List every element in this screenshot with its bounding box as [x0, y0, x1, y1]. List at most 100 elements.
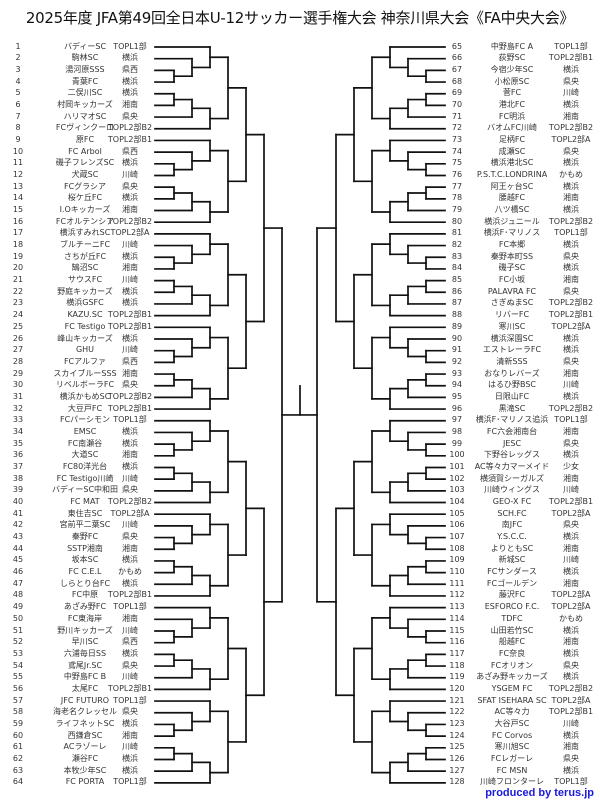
team-name: FC MSN — [496, 765, 528, 775]
seed-number: 108 — [449, 543, 465, 553]
seed-number: 82 — [451, 240, 463, 250]
seed-number: 35 — [12, 438, 24, 448]
team-league: TOPL2部A — [551, 590, 591, 600]
team-league: 川崎 — [122, 169, 138, 179]
team-league: 横浜 — [563, 648, 579, 658]
team-league: TOPL1部 — [113, 695, 147, 705]
team-league: 横浜 — [563, 263, 579, 273]
seed-number: 73 — [451, 134, 463, 144]
team-name: ブルチーニFC — [59, 240, 111, 250]
team-name: 新城SC — [498, 555, 526, 565]
team-league: 川崎 — [563, 555, 579, 565]
seed-number: 119 — [449, 672, 465, 682]
team-league: TOPL2部B2 — [548, 298, 594, 308]
team-name: 大谷戸SC — [494, 718, 530, 728]
team-league: 県央 — [563, 520, 579, 530]
team-league: 横浜 — [122, 76, 138, 86]
team-name: バディーSC中和田 — [51, 485, 119, 495]
seed-number: 112 — [449, 590, 465, 600]
seed-number: 77 — [451, 181, 463, 191]
team-name: 海老名クレッセル — [53, 707, 117, 717]
team-name: 横浜F･マリノス — [483, 228, 541, 238]
team-name: ACラゾーレ — [63, 742, 107, 752]
team-name: 峰山キッカーズ — [57, 333, 113, 343]
team-name: FC C.E.L — [68, 567, 102, 577]
team-name: FCサンダース — [487, 567, 537, 577]
team-name: 青葉FC — [71, 76, 99, 86]
team-name: よりともSC — [490, 543, 534, 553]
seed-number: 21 — [12, 275, 24, 285]
team-name: FC明浜 — [498, 111, 526, 121]
team-league: TOPL1部 — [113, 415, 147, 425]
team-league: 県西 — [122, 64, 138, 74]
team-name: GHU — [75, 345, 95, 355]
team-league: TOPL2部A — [551, 695, 591, 705]
team-league: 横浜 — [563, 181, 579, 191]
seed-number: 114 — [449, 613, 465, 623]
seed-number: 115 — [449, 625, 465, 635]
seed-number: 18 — [12, 240, 24, 250]
seed-number: 66 — [451, 53, 463, 63]
seed-number: 6 — [15, 99, 21, 109]
team-league: 横浜 — [122, 718, 138, 728]
team-league: 湘南 — [122, 263, 138, 273]
credit-link[interactable]: produced by terus.jp — [485, 787, 594, 799]
seed-number: 37 — [12, 461, 24, 471]
team-league: TOPL2部B2 — [107, 391, 153, 401]
team-name: リベルボーラFC — [55, 380, 115, 390]
team-name: FCオリオン — [490, 660, 534, 670]
seed-number: 55 — [12, 672, 24, 682]
seed-number: 13 — [12, 181, 24, 191]
seed-number: 27 — [12, 345, 24, 355]
team-league: TOPL1部 — [554, 228, 588, 238]
team-league: TOPL2部A — [551, 508, 591, 518]
team-league: TOPL2部B1 — [107, 683, 153, 693]
team-league: 県央 — [122, 532, 138, 542]
seed-number: 85 — [451, 275, 463, 285]
team-name: FC PORTA — [65, 777, 105, 787]
seed-number: 110 — [449, 567, 465, 577]
seed-number: 28 — [12, 356, 24, 366]
team-name: さぎぬまSC — [490, 298, 534, 308]
seed-number: 98 — [451, 426, 463, 436]
team-league: 湘南 — [122, 99, 138, 109]
team-league: 県西 — [122, 637, 138, 647]
seed-number: 96 — [451, 403, 463, 413]
seed-number: 9 — [15, 134, 21, 144]
team-league: 横浜 — [563, 567, 579, 577]
seed-number: 88 — [451, 310, 463, 320]
team-league: TOPL1部 — [554, 415, 588, 425]
seed-number: 106 — [449, 520, 465, 530]
seed-number: 26 — [12, 333, 24, 343]
team-league: 横浜 — [563, 391, 579, 401]
team-league: TOPL2部B1 — [548, 497, 594, 507]
seed-number: 81 — [451, 228, 463, 238]
seed-number: 93 — [451, 368, 463, 378]
seed-number: 95 — [451, 391, 463, 401]
seed-number: 69 — [451, 88, 463, 98]
team-name: 横浜かもめSC — [59, 391, 111, 401]
team-league: TOPL1部 — [554, 41, 588, 51]
team-name: サウスFC — [67, 275, 103, 285]
team-name: 横浜GSFC — [66, 298, 104, 308]
seed-number: 118 — [449, 660, 465, 670]
seed-number: 107 — [449, 532, 465, 542]
team-name: FCアルファ — [63, 356, 107, 366]
team-league: 湘南 — [122, 450, 138, 460]
team-league: 湘南 — [563, 111, 579, 121]
seed-number: 48 — [12, 590, 24, 600]
seed-number: 103 — [449, 485, 465, 495]
team-league: 横浜 — [122, 286, 138, 296]
seed-number: 52 — [12, 637, 24, 647]
team-league: 横浜 — [122, 426, 138, 436]
team-name: 本牧少年SC — [63, 765, 107, 775]
team-name: PALAVRA FC — [487, 286, 537, 296]
seed-number: 30 — [12, 380, 24, 390]
team-league: 県央 — [563, 146, 579, 156]
seed-number: 121 — [449, 695, 465, 705]
team-league: 湘南 — [563, 275, 579, 285]
team-league: 県央 — [563, 438, 579, 448]
team-name: 中野島FC A — [490, 41, 534, 51]
seed-number: 38 — [12, 473, 24, 483]
